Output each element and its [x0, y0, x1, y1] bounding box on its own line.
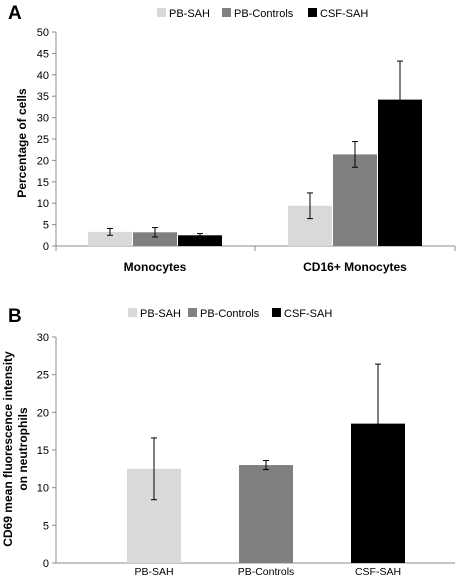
panel-b-y-tick-label: 25	[37, 370, 49, 382]
panel-a-y-tick-label: 0	[43, 241, 49, 253]
panel-a-category-label: CD16+ Monocytes	[303, 260, 407, 274]
panel-b-y-tick-label: 20	[37, 407, 49, 419]
panel-a-y-axis-label: Percentage of cells	[15, 88, 29, 198]
panel-b-y-tick-label: 5	[43, 520, 49, 532]
panel-a-y-ticks: 0 5 10 15 20 25 30 35 40 45 50	[37, 27, 49, 253]
panel-b-y-tick-label: 0	[43, 558, 49, 570]
panel-a-y-tick-label: 50	[37, 27, 49, 39]
panel-a-y-tick-label: 35	[37, 91, 49, 103]
panel-b-category-label: CSF-SAH	[355, 566, 401, 578]
panel-b-category-label: PB-SAH	[134, 566, 173, 578]
bar-pb-controls	[239, 465, 293, 563]
panel-b-legend: PB-SAH PB-Controls CSF-SAH	[128, 308, 332, 320]
bar-pb-controls	[333, 154, 377, 246]
panel-a-y-tick-label: 25	[37, 134, 49, 146]
panel-b-y-ticks: 0 5 10 15 20 25 30	[37, 332, 49, 570]
legend-swatch-pb-sah	[157, 8, 166, 17]
panel-a-y-tick-label: 45	[37, 48, 49, 60]
panel-a-y-tick-label: 20	[37, 155, 49, 167]
legend-label-csf-sah: CSF-SAH	[320, 8, 368, 20]
panel-a-y-tick-label: 5	[43, 220, 49, 232]
legend-swatch-pb-sah	[128, 308, 137, 317]
panel-b-y-tick-label: 10	[37, 483, 49, 495]
panel-a-category-label: Monocytes	[124, 260, 187, 274]
panel-b-letter: B	[8, 306, 22, 327]
panel-a-y-tick-label: 15	[37, 177, 49, 189]
legend-label-csf-sah: CSF-SAH	[284, 308, 332, 320]
panel-a-letter: A	[8, 3, 22, 24]
bar-csf-sah	[178, 235, 222, 246]
panel-a-y-tick-label: 30	[37, 113, 49, 125]
panel-a-error-bars	[107, 60, 403, 238]
legend-label-pb-controls: PB-Controls	[200, 308, 260, 320]
legend-swatch-csf-sah	[272, 308, 281, 317]
legend-label-pb-controls: PB-Controls	[234, 8, 294, 20]
panel-b-y-axis-label-line1: CD69 mean fluorescence intensity	[1, 351, 15, 547]
bar-pb-sah	[88, 231, 132, 246]
panel-a-y-tick-label: 10	[37, 198, 49, 210]
panel-b-bars	[127, 423, 405, 563]
panel-a-bars	[88, 99, 422, 247]
panel-b-category-label: PB-Controls	[238, 566, 295, 578]
legend-swatch-csf-sah	[308, 8, 317, 17]
panel-a-legend: PB-SAH PB-Controls CSF-SAH	[157, 8, 368, 20]
panel-b: B CD69 mean fluorescence intensity on ne…	[1, 306, 455, 578]
panel-b-error-bars	[151, 363, 381, 501]
bar-pb-controls	[133, 232, 177, 246]
panel-b-y-tick-label: 15	[37, 445, 49, 457]
panel-b-y-tick-label: 30	[37, 332, 49, 344]
panel-b-y-axis-label-line2: on neutrophils	[16, 407, 30, 491]
panel-a-y-tick-label: 40	[37, 70, 49, 82]
legend-label-pb-sah: PB-SAH	[140, 308, 181, 320]
legend-swatch-pb-controls	[188, 308, 197, 317]
legend-label-pb-sah: PB-SAH	[169, 8, 210, 20]
panel-a: A Percentage of cells 0 5 10 15 20 25 30 35 40 45…	[8, 3, 456, 274]
legend-swatch-pb-controls	[222, 8, 231, 17]
